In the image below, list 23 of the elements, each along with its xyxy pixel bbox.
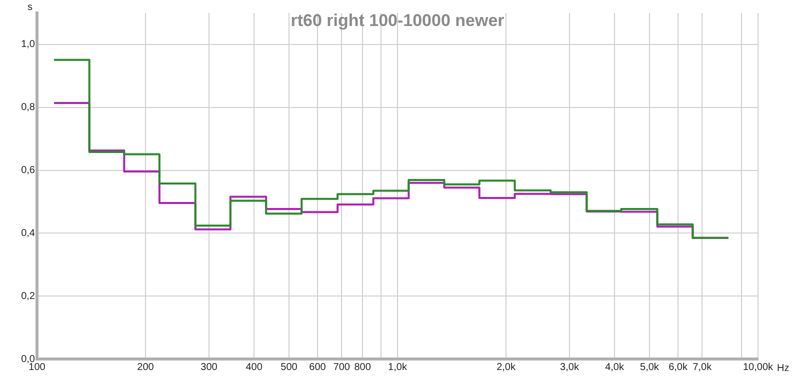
y-tick-label: 0,8 [21,102,36,114]
x-tick-label: 4,0k [605,362,625,373]
x-tick-label: 3,0k [560,362,580,373]
x-tick-label: 200 [137,362,154,373]
x-tick-label: 6,0k [668,362,688,373]
x-tick-label: 400 [246,362,263,373]
x-tick-label: 5,0k [640,362,660,373]
y-axis-title: s [28,2,32,13]
y-tick-label: 0,2 [21,290,36,302]
x-tick-label: 2,0k [496,362,516,373]
x-tick-label: 10,00k [742,362,774,373]
x-axis-title: Hz [777,362,790,374]
y-tick-label: 0,6 [21,165,36,176]
x-tick-label: 700 [333,362,350,373]
x-tick-label: 500 [280,362,298,373]
chart-title: rt60 right 100-10000 newer [290,11,505,30]
y-tick-label: 0,4 [21,228,36,239]
x-tick-label: 7,0k [692,362,713,373]
x-tick-label: 1,0k [388,362,408,373]
x-tick-label: 800 [354,362,372,373]
x-tick-label: 600 [309,362,326,373]
y-tick-label: 1,0 [21,39,36,50]
x-tick-label: 300 [200,362,218,373]
